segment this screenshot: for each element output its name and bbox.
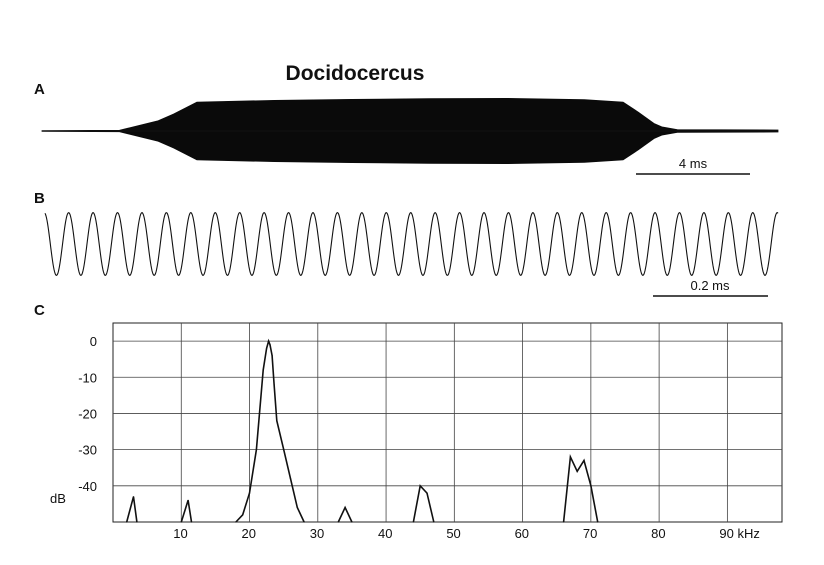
spectrum-point [419,485,421,487]
x-tick-label: 30 [310,526,324,541]
spectrum-point [190,521,193,523]
panel-label-b: B [34,190,45,207]
spectrum-point [563,521,565,523]
figure-title: Docidocercus [286,62,425,85]
x-tick-label: 20 [242,526,256,541]
spectrum-series [125,338,599,523]
spectrum-point [262,369,264,371]
spectrum-point [132,496,135,498]
oscillogram-panel [41,97,779,165]
spectrum-point [136,521,138,523]
spectrum-point [344,506,346,509]
spectrum-point [269,344,271,346]
spectrum-peak [180,500,193,523]
spectrum-point [576,470,578,472]
spectrum-frame [112,322,783,523]
spectrum-point [351,521,353,523]
spectrum-point [248,492,251,494]
spectrum-point [590,485,592,487]
x-tick-label: 50 [446,526,460,541]
spectrum-peak [337,505,353,523]
y-tick-label: -40 [78,479,97,494]
spectrum-peak [125,496,138,523]
y-tick-label: -30 [78,443,97,458]
spectrum-point [276,420,278,422]
spectrum-point [283,449,285,451]
spectrum-point [268,340,270,342]
spectrum-point [412,521,414,523]
spectrum-point [337,521,339,523]
spectrum-point [583,459,585,462]
spectrum-point [273,383,275,386]
spectrum-point [180,521,182,523]
x-tick-label: 40 [378,526,392,541]
panel-label-a: A [34,81,45,98]
spectrum-tick-labels: 10 20 30 40 50 60 70 80 90 kHz 0 -10 -20 -30 -40 [78,334,760,541]
spectrum-peak [235,338,305,523]
y-axis-label: dB [50,491,66,506]
y-tick-label: 0 [90,334,97,349]
x-tick-label: 10 [173,526,187,541]
y-tick-label: -10 [78,370,97,385]
x-tick-label: 90 kHz [719,526,759,541]
spectrum-point [126,521,128,523]
spectrum-point [235,521,237,523]
x-tick-label: 70 [583,526,597,541]
x-tick-label: 60 [515,526,529,541]
x-tick-label: 80 [651,526,665,541]
spectrum-peak [412,484,435,523]
spectrum-point [426,492,428,494]
spectrum-point [433,521,435,523]
scale-bar-a-label: 4 ms [679,156,708,171]
scale-bar-b-label: 0.2 ms [690,278,730,293]
spectrum-grid [113,323,782,522]
spectrum-point [242,514,244,516]
y-tick-label: -20 [78,406,97,421]
spectrum-point [597,521,599,523]
spectrum-point [296,506,298,509]
panel-label-c: C [34,302,45,319]
spectrum-point [289,478,292,480]
spectrum-point [569,456,572,458]
waveform-line [44,211,779,277]
spectrum-point [255,449,257,451]
spectrum-point [187,499,189,501]
spectrum-point [271,355,273,357]
spectrum-point [303,521,305,523]
spectrum-peak [562,453,599,523]
spectrum-point [266,347,268,349]
